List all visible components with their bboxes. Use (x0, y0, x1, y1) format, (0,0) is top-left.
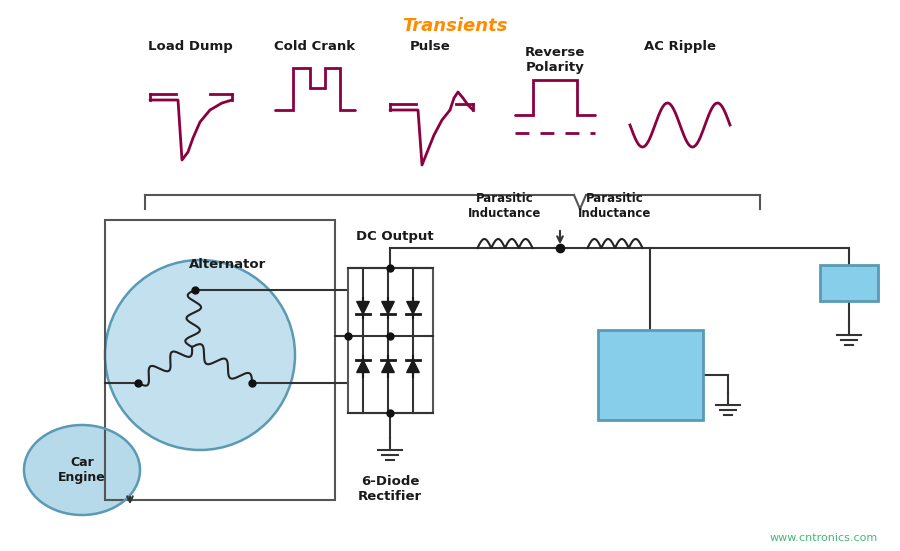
Circle shape (105, 260, 295, 450)
Polygon shape (407, 301, 419, 314)
Text: www.cntronics.com: www.cntronics.com (770, 533, 878, 543)
Polygon shape (356, 301, 369, 314)
Text: Car
Engine: Car Engine (58, 456, 106, 484)
Bar (348, 268, 433, 413)
FancyBboxPatch shape (598, 330, 703, 420)
Text: 12 V
Battery: 12 V Battery (619, 359, 681, 391)
Polygon shape (356, 360, 369, 372)
Text: Alternator: Alternator (189, 258, 266, 271)
Text: AC Ripple: AC Ripple (644, 40, 716, 53)
Polygon shape (407, 360, 419, 372)
Text: +: + (601, 332, 615, 348)
Text: Pulse: Pulse (410, 40, 450, 53)
Text: Parasitic
Inductance: Parasitic Inductance (579, 192, 652, 220)
Text: Load: Load (830, 276, 868, 290)
Text: 6-Diode
Rectifier: 6-Diode Rectifier (358, 475, 422, 503)
Text: Cold Crank: Cold Crank (274, 40, 356, 53)
Text: Parasitic
Inductance: Parasitic Inductance (468, 192, 542, 220)
Polygon shape (382, 360, 394, 372)
Text: Load Dump: Load Dump (148, 40, 232, 53)
Text: Transients: Transients (402, 17, 508, 35)
Text: Reverse
Polarity: Reverse Polarity (525, 46, 585, 74)
Polygon shape (382, 301, 394, 314)
FancyBboxPatch shape (820, 265, 878, 301)
Text: DC Output: DC Output (356, 230, 434, 243)
Ellipse shape (24, 425, 140, 515)
Text: -: - (689, 332, 697, 348)
Bar (105, 220, 335, 500)
